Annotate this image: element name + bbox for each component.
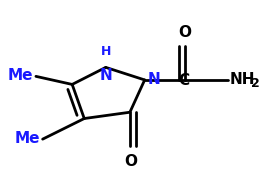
Text: N: N bbox=[99, 68, 112, 83]
Text: N: N bbox=[148, 72, 161, 87]
Text: Me: Me bbox=[8, 68, 33, 83]
Text: O: O bbox=[125, 154, 138, 169]
Text: H: H bbox=[100, 45, 111, 58]
Text: C: C bbox=[178, 73, 189, 88]
Text: NH: NH bbox=[229, 72, 255, 87]
Text: 2: 2 bbox=[251, 77, 259, 90]
Text: O: O bbox=[179, 26, 191, 41]
Text: Me: Me bbox=[15, 131, 40, 146]
